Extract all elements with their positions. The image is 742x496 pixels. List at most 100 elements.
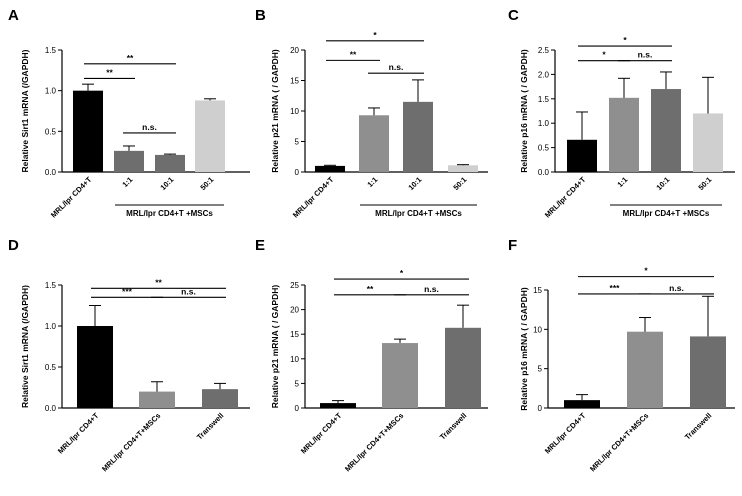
significance-label-b-2: n.s. (389, 62, 404, 72)
y-axis-title-a: Relative Sirt1 mRNA (/GAPDH) (20, 49, 30, 172)
x-tick-label-f-1: MRL/lpr CD4+T+MSCs (588, 411, 650, 473)
y-tick-label-b-1: 5 (295, 138, 300, 147)
x-tick-label-f-2: Transwell (683, 411, 714, 442)
x-tick-label-e-0: MRL/lpr CD4+T (299, 411, 344, 456)
significance-label-e-1: ** (367, 284, 374, 294)
y-tick-label-c-1: 0.5 (538, 144, 550, 153)
y-tick-label-d-1: 0.5 (45, 363, 57, 372)
x-tick-label-d-2: Transwell (195, 411, 226, 442)
y-tick-label-f-2: 10 (533, 325, 542, 334)
x-tick-label-f-0: MRL/lpr CD4+T (543, 411, 588, 456)
y-axis-title-e: Relative p21 mRNA ( / GAPDH) (270, 285, 280, 409)
significance-label-a-1: ** (106, 67, 113, 77)
panel-label-d: D (8, 237, 19, 254)
bar-c-3 (693, 113, 723, 172)
y-tick-label-c-5: 2.5 (538, 46, 550, 55)
bar-a-3 (195, 100, 225, 172)
bar-a-1 (114, 150, 144, 172)
significance-label-d-0: ** (155, 277, 162, 287)
significance-label-f-2: n.s. (669, 283, 684, 293)
y-axis-title-f: Relative p16 mRNA ( / GAPDH) (519, 287, 529, 411)
bar-b-3 (448, 165, 478, 172)
x-tick-label-a-3: 50:1 (198, 175, 215, 192)
y-tick-label-a-0: 0.0 (45, 168, 57, 177)
y-tick-label-c-3: 1.5 (538, 95, 550, 104)
y-tick-label-f-3: 15 (533, 286, 542, 295)
significance-label-f-1: *** (610, 283, 621, 293)
x-tick-label-a-2: 10:1 (158, 175, 175, 192)
y-tick-label-d-2: 1.0 (45, 322, 57, 331)
significance-label-d-1: *** (122, 286, 133, 296)
x-tick-label-d-0: MRL/lpr CD4+T (56, 411, 101, 456)
y-tick-label-e-2: 10 (290, 355, 299, 364)
bar-e-2 (445, 327, 481, 408)
y-tick-label-d-0: 0.0 (45, 404, 57, 413)
bar-a-2 (155, 154, 185, 172)
panel-label-b: B (255, 7, 266, 24)
y-tick-label-c-0: 0.0 (538, 168, 550, 177)
panel-label-c: C (508, 7, 519, 24)
y-tick-label-f-0: 0 (538, 404, 543, 413)
group-label-b: MRL/lpr CD4+T +MSCs (375, 209, 462, 218)
x-tick-label-b-1: 1:1 (365, 175, 379, 189)
significance-label-e-2: n.s. (424, 284, 439, 294)
bar-d-2 (202, 389, 238, 408)
bar-e-0 (320, 403, 356, 408)
significance-label-c-2: n.s. (638, 50, 653, 60)
bar-c-0 (567, 139, 597, 172)
bar-c-1 (609, 97, 639, 172)
bar-b-2 (403, 101, 433, 172)
y-axis-title-b: Relative p21 mRNA ( / GAPDH) (270, 49, 280, 173)
bar-f-0 (564, 400, 600, 408)
significance-label-b-0: * (373, 30, 377, 40)
group-label-a: MRL/lpr CD4+T +MSCs (126, 209, 213, 218)
y-tick-label-b-3: 15 (290, 77, 299, 86)
significance-label-b-1: ** (350, 49, 357, 59)
bar-f-2 (690, 336, 726, 408)
x-tick-label-a-0: MRL/lpr CD4+T (49, 175, 94, 220)
y-tick-label-a-2: 1.0 (45, 87, 57, 96)
y-tick-label-a-1: 0.5 (45, 127, 57, 136)
bar-a-0 (73, 90, 103, 172)
significance-label-c-1: * (602, 50, 606, 60)
y-tick-label-c-4: 2.0 (538, 70, 550, 79)
significance-label-e-0: * (400, 268, 404, 278)
panel-label-a: A (8, 7, 19, 24)
y-tick-label-e-3: 15 (290, 330, 299, 339)
y-tick-label-e-5: 25 (290, 281, 299, 290)
panel-label-f: F (508, 237, 517, 254)
bar-f-1 (627, 331, 663, 408)
x-tick-label-e-1: MRL/lpr CD4+T+MSCs (343, 411, 405, 473)
bar-b-0 (315, 165, 345, 172)
x-tick-label-d-1: MRL/lpr CD4+T+MSCs (100, 411, 162, 473)
bar-b-1 (359, 115, 389, 172)
x-tick-label-c-2: 10:1 (654, 175, 671, 192)
significance-label-a-0: ** (127, 53, 134, 63)
y-tick-label-b-4: 20 (290, 46, 299, 55)
x-tick-label-c-3: 50:1 (696, 175, 713, 192)
significance-label-f-0: * (644, 266, 648, 276)
y-axis-title-d: Relative Sirt1 mRNA (/GAPDH) (20, 285, 30, 408)
y-tick-label-b-0: 0 (295, 168, 300, 177)
bar-e-1 (382, 343, 418, 408)
x-tick-label-b-2: 10:1 (406, 175, 423, 192)
y-axis-title-c: Relative p16 mRNA ( / GAPDH) (519, 49, 529, 173)
y-tick-label-f-1: 5 (538, 365, 543, 374)
panel-label-e: E (255, 237, 265, 254)
y-tick-label-e-4: 20 (290, 306, 299, 315)
group-label-c: MRL/lpr CD4+T +MSCs (623, 209, 710, 218)
significance-label-a-2: n.s. (142, 122, 157, 132)
y-tick-label-c-2: 1.0 (538, 119, 550, 128)
x-tick-label-a-1: 1:1 (120, 175, 134, 189)
x-tick-label-c-1: 1:1 (615, 175, 629, 189)
x-tick-label-e-2: Transwell (438, 411, 469, 442)
y-tick-label-b-2: 10 (290, 107, 299, 116)
bar-d-0 (77, 326, 113, 408)
y-tick-label-d-3: 1.5 (45, 281, 57, 290)
y-tick-label-e-1: 5 (295, 379, 300, 388)
significance-label-d-2: n.s. (181, 286, 196, 296)
significance-label-c-0: * (623, 35, 627, 45)
y-tick-label-e-0: 0 (295, 404, 300, 413)
bar-d-1 (139, 391, 175, 408)
